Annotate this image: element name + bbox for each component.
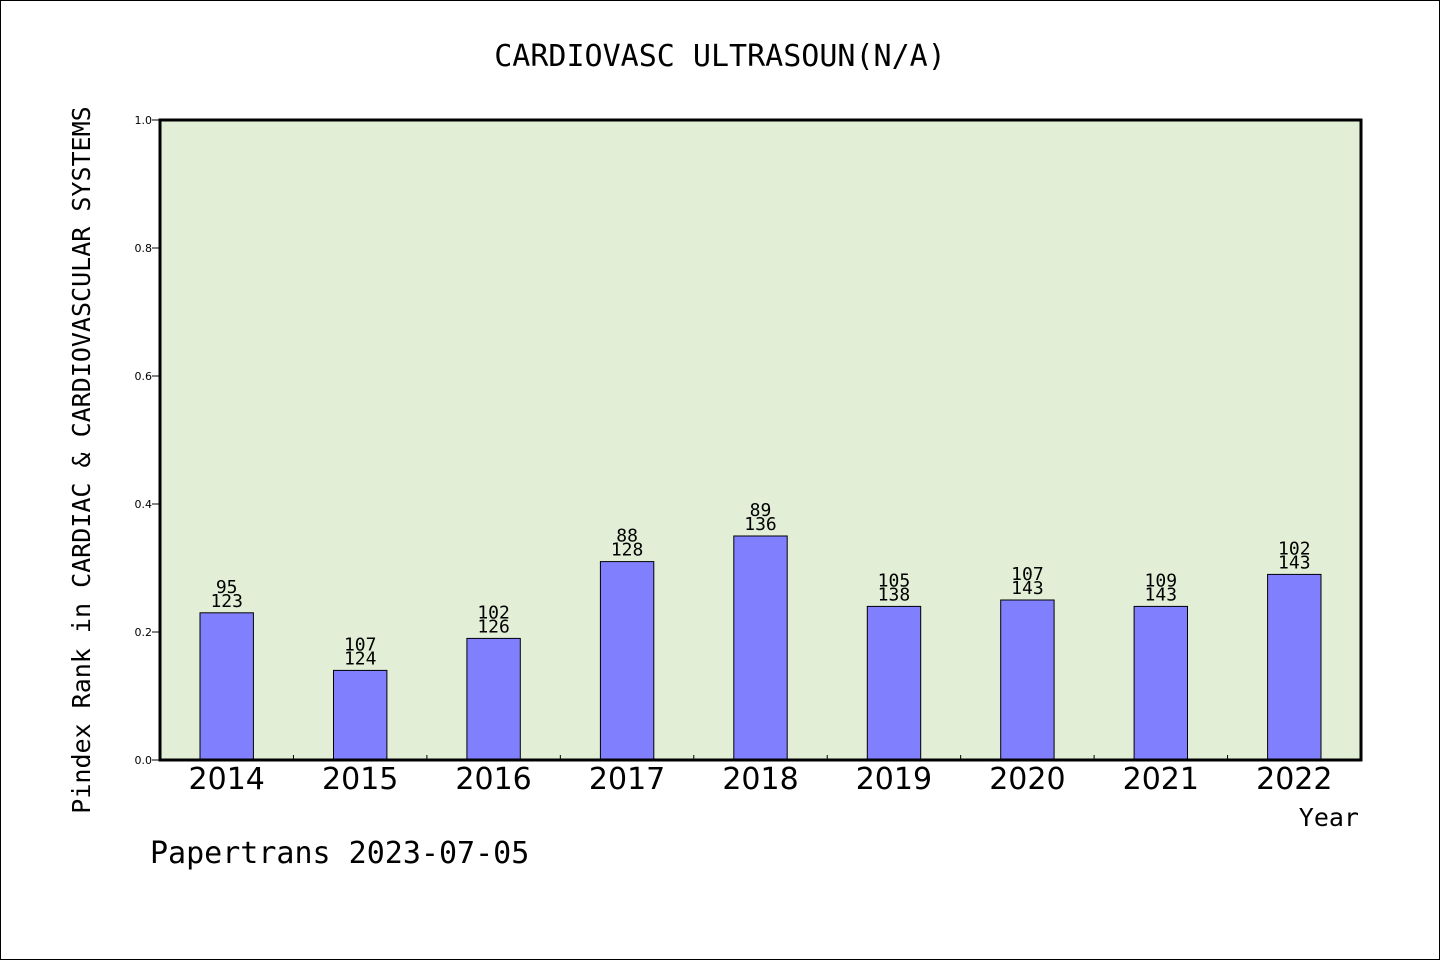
bar-2020 <box>1000 599 1055 761</box>
bar-label-bottom: 123 <box>210 591 243 612</box>
bar-label-bottom: 124 <box>344 648 377 669</box>
bar-label-top: 107 <box>344 634 377 655</box>
x-tick-label: 2014 <box>189 762 265 797</box>
chart-title: CARDIOVASC ULTRASOUN(N/A) <box>494 39 946 74</box>
bar-label-top: 107 <box>1011 564 1044 585</box>
bar-label-top: 95 <box>216 577 238 598</box>
bar-label-bottom: 138 <box>878 584 911 605</box>
bar-2018 <box>733 535 788 761</box>
y-tick-label: 0.4 <box>135 498 153 511</box>
bar-2015 <box>333 669 388 761</box>
y-tick-label: 0.6 <box>135 370 153 383</box>
bar-label-bottom: 136 <box>744 514 777 535</box>
y-tick-label: 0.8 <box>135 242 153 255</box>
bar-label-bottom: 143 <box>1278 552 1311 573</box>
x-tick-label: 2020 <box>989 762 1065 797</box>
bar-label-bottom: 126 <box>477 616 510 637</box>
x-tick-label: 2019 <box>856 762 932 797</box>
bar-label-bottom: 128 <box>611 540 644 561</box>
bar-label-top: 109 <box>1145 570 1178 591</box>
bar-label-top: 88 <box>616 526 638 547</box>
x-tick-label: 2018 <box>722 762 798 797</box>
footer-text: Papertrans 2023-07-05 <box>150 836 529 871</box>
plot-border <box>158 118 1363 762</box>
bar-2021 <box>1133 605 1188 761</box>
bar-label-top: 105 <box>878 570 911 591</box>
bar-2019 <box>866 605 922 761</box>
bar-label-bottom: 143 <box>1145 584 1178 605</box>
bar-2022 <box>1267 573 1322 761</box>
y-tick-label: 0.0 <box>135 754 153 767</box>
y-axis: 0.0 0.2 0.4 0.6 0.8 1.0 <box>135 114 160 767</box>
x-tick-label: 2021 <box>1123 762 1199 797</box>
bar-label-top: 102 <box>477 602 510 623</box>
x-axis: 2014 2015 2016 2017 2018 2019 2020 2021 2022 <box>189 755 1332 797</box>
y-tick-label: 1.0 <box>135 114 153 127</box>
y-axis-label: Pindex Rank in CARDIAC & CARDIOVASCULAR … <box>67 106 96 813</box>
y-tick-label: 0.2 <box>135 626 153 639</box>
x-tick-label: 2022 <box>1256 762 1332 797</box>
bar-label-top: 102 <box>1278 538 1311 559</box>
bar-2016 <box>466 637 521 761</box>
bar-label-bottom: 143 <box>1011 578 1044 599</box>
bar-2014 <box>199 612 254 761</box>
x-tick-label: 2017 <box>589 762 665 797</box>
x-tick-label: 2015 <box>322 762 398 797</box>
bar-2017 <box>599 561 655 761</box>
x-axis-label: Year <box>1299 803 1359 832</box>
x-tick-label: 2016 <box>455 762 531 797</box>
bar-label-top: 89 <box>750 500 772 521</box>
